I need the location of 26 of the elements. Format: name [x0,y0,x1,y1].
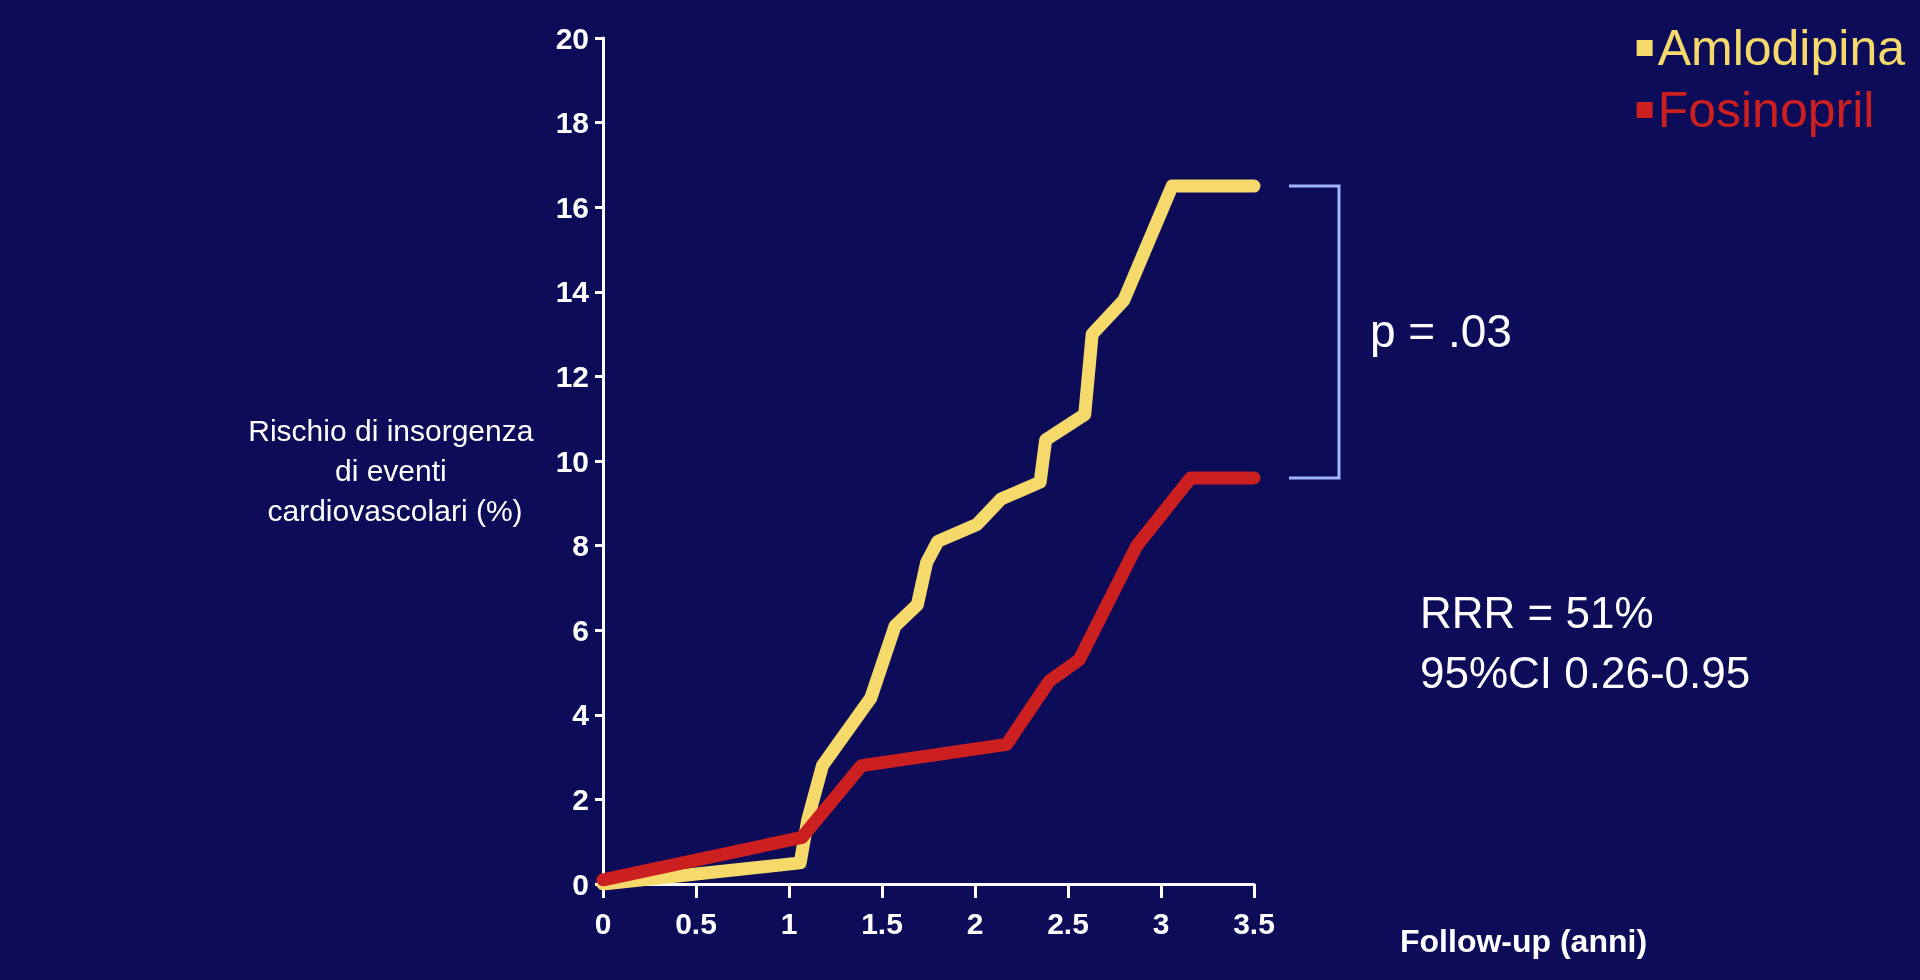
x-tick-label: 2 [966,906,984,940]
text: RRR = 51% [1420,587,1654,637]
y-tick-label: 0 [572,867,589,901]
y-tick-label: 18 [555,106,589,140]
x-axis-title: Follow-up (anni) [1400,923,1648,959]
x-tick-label: 1 [780,906,798,940]
text: p = .03 [1370,305,1512,357]
y-tick-label: 12 [555,359,589,393]
text: 95%CI 0.26-0.95 [1420,647,1751,697]
y-tick-label: 14 [555,275,590,309]
y-tick-label: 20 [555,21,589,55]
x-tick-label: 0.5 [675,906,717,940]
y-tick-label: 10 [555,444,589,478]
y-tick-label: 8 [572,529,589,563]
legend-label: Fosinopril [1657,82,1875,138]
x-tick-label: 3.5 [1233,906,1275,940]
x-tick-label: 0 [594,906,612,940]
x-tick-label: 2.5 [1047,906,1089,940]
y-tick-label: 16 [555,190,589,224]
legend-label: Amlodipina [1657,20,1906,76]
x-tick-label: 3 [1152,906,1170,940]
y-tick-label: 6 [572,613,589,647]
y-tick-label: 4 [572,698,590,732]
x-tick-label: 1.5 [861,906,903,940]
y-tick-label: 2 [572,782,589,816]
y-axis-title: Rischio di insorgenza di eventi cardiovascolari (%) [248,413,542,527]
